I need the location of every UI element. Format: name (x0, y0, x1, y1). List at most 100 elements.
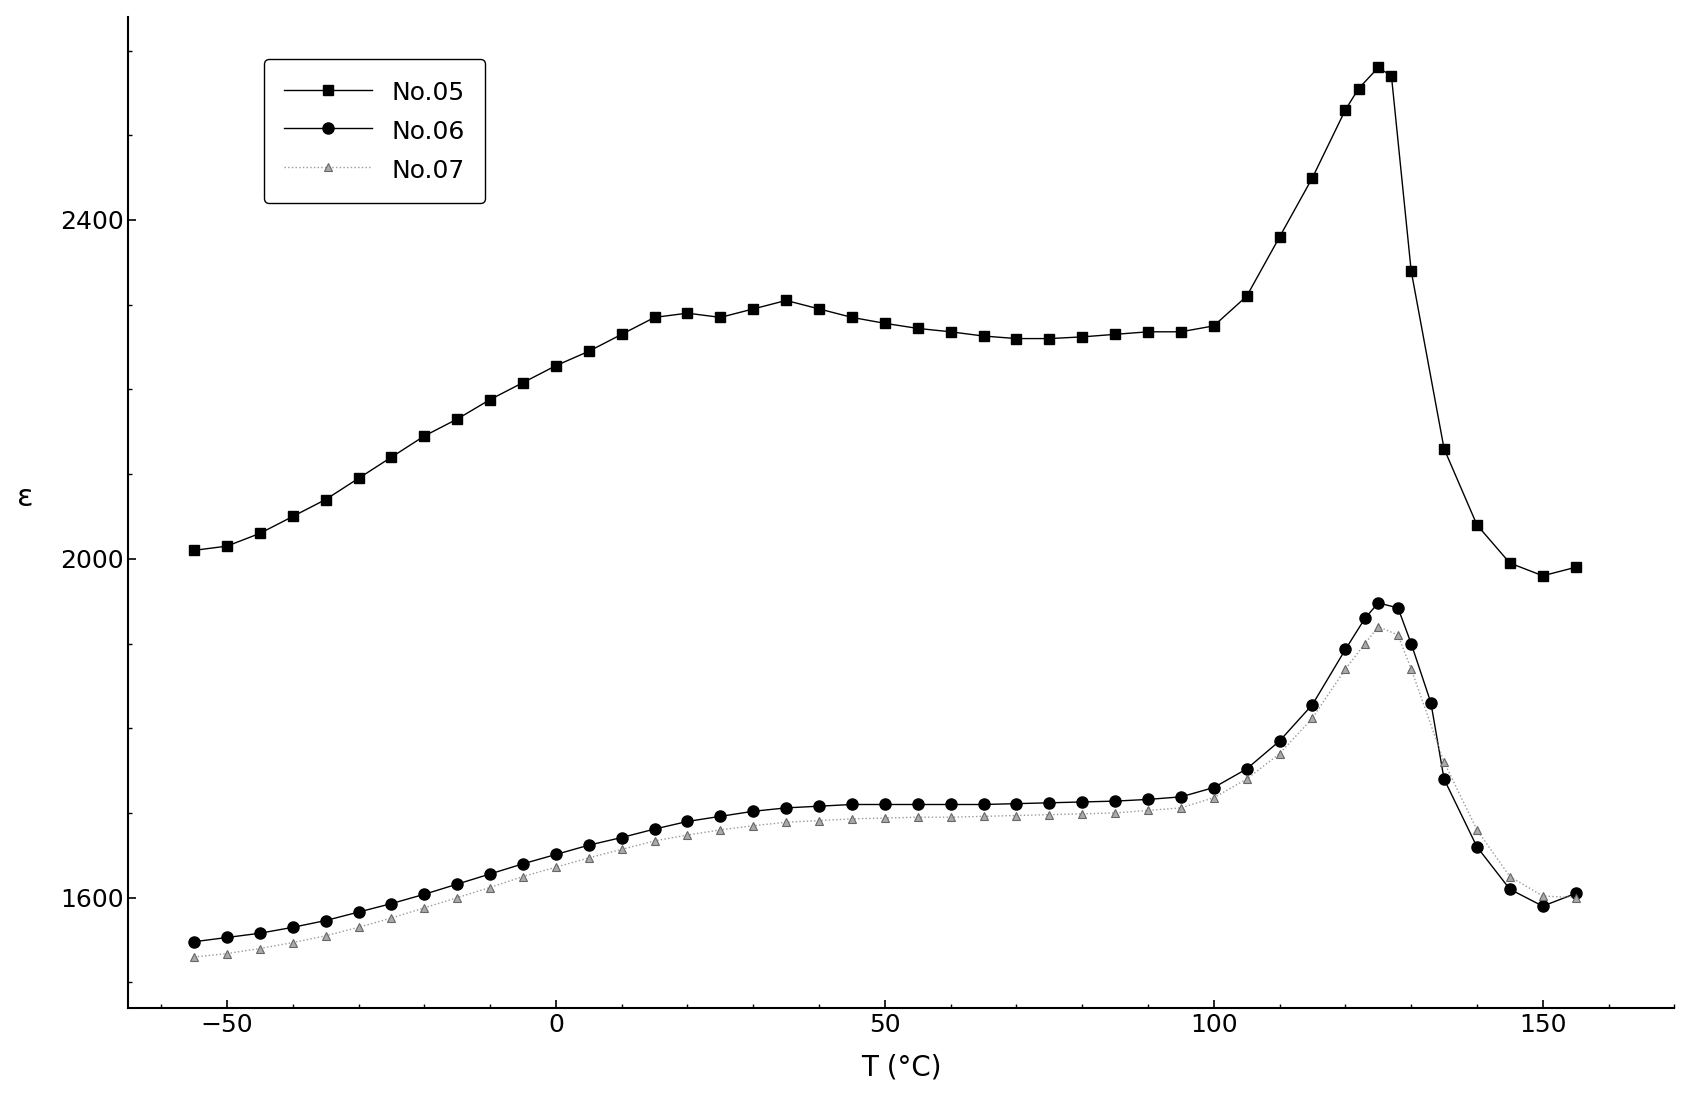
No.07 (1368, 620, 1388, 634)
No.05 (612, 327, 632, 340)
No.07 (1566, 892, 1586, 905)
No.07 (842, 813, 862, 826)
No.06 (480, 867, 501, 881)
No.07 (578, 851, 599, 864)
No.06 (940, 798, 960, 811)
No.07 (1006, 809, 1026, 822)
No.05 (1236, 290, 1256, 303)
No.05 (1138, 325, 1158, 338)
No.07 (1500, 870, 1520, 883)
No.05 (1040, 332, 1060, 345)
No.05 (1270, 231, 1290, 244)
No.07 (1236, 773, 1256, 786)
No.06 (414, 887, 435, 900)
No.07 (1170, 802, 1190, 815)
No.07 (348, 921, 369, 934)
No.07 (940, 810, 960, 824)
No.05 (546, 359, 566, 372)
No.05 (1348, 82, 1368, 96)
No.07 (1270, 747, 1290, 760)
No.05 (710, 311, 731, 324)
No.06 (184, 935, 205, 949)
No.05 (874, 316, 895, 329)
No.06 (282, 921, 303, 934)
No.07 (1040, 808, 1060, 821)
No.07 (184, 951, 205, 964)
No.06 (644, 822, 665, 836)
No.06 (316, 914, 337, 927)
No.05 (1204, 320, 1224, 333)
No.05 (480, 393, 501, 406)
No.06 (1466, 840, 1486, 853)
No.06 (974, 798, 994, 811)
No.06 (1270, 735, 1290, 748)
No.05 (776, 294, 796, 307)
Y-axis label: ε: ε (17, 483, 34, 513)
No.06 (1336, 643, 1356, 657)
No.06 (380, 897, 401, 910)
Line: No.05: No.05 (189, 63, 1581, 581)
No.05 (216, 539, 237, 552)
No.06 (512, 858, 533, 871)
No.06 (776, 802, 796, 815)
No.05 (1466, 518, 1486, 531)
No.06 (1388, 602, 1409, 615)
No.07 (678, 828, 698, 841)
No.07 (480, 881, 501, 894)
No.06 (216, 931, 237, 944)
No.05 (1368, 60, 1388, 74)
No.06 (1532, 899, 1552, 912)
No.06 (1040, 796, 1060, 809)
No.07 (282, 935, 303, 949)
No.07 (250, 942, 271, 955)
No.07 (908, 810, 928, 824)
No.07 (1354, 637, 1375, 650)
No.07 (1138, 804, 1158, 817)
No.05 (1072, 330, 1092, 344)
No.05 (414, 429, 435, 442)
No.07 (710, 824, 731, 837)
No.05 (678, 306, 698, 320)
No.05 (1104, 327, 1125, 340)
No.07 (1104, 806, 1125, 819)
No.05 (348, 472, 369, 485)
No.06 (1566, 887, 1586, 900)
No.07 (1302, 712, 1322, 725)
No.06 (348, 906, 369, 919)
No.07 (1336, 662, 1356, 675)
No.07 (216, 946, 237, 960)
No.05 (908, 322, 928, 335)
No.05 (282, 509, 303, 523)
No.06 (446, 877, 467, 890)
No.07 (512, 870, 533, 883)
No.05 (1532, 569, 1552, 582)
No.06 (546, 848, 566, 861)
No.06 (1420, 696, 1441, 709)
No.07 (612, 843, 632, 856)
No.07 (546, 861, 566, 874)
No.07 (1388, 628, 1409, 641)
No.07 (742, 819, 763, 832)
No.06 (678, 815, 698, 828)
No.05 (1500, 557, 1520, 570)
No.05 (380, 450, 401, 463)
No.05 (1006, 332, 1026, 345)
No.05 (184, 544, 205, 557)
No.06 (874, 798, 895, 811)
No.07 (414, 901, 435, 915)
No.07 (874, 811, 895, 825)
No.05 (1336, 103, 1356, 116)
No.05 (578, 345, 599, 358)
No.07 (1532, 889, 1552, 903)
No.06 (1170, 791, 1190, 804)
No.05 (808, 302, 829, 315)
No.05 (842, 311, 862, 324)
No.06 (742, 805, 763, 818)
No.06 (1402, 637, 1422, 650)
X-axis label: T (°C): T (°C) (861, 1053, 942, 1082)
No.05 (1402, 265, 1422, 278)
No.06 (1236, 762, 1256, 775)
No.06 (1138, 793, 1158, 806)
No.05 (644, 311, 665, 324)
Line: No.06: No.06 (188, 597, 1581, 948)
